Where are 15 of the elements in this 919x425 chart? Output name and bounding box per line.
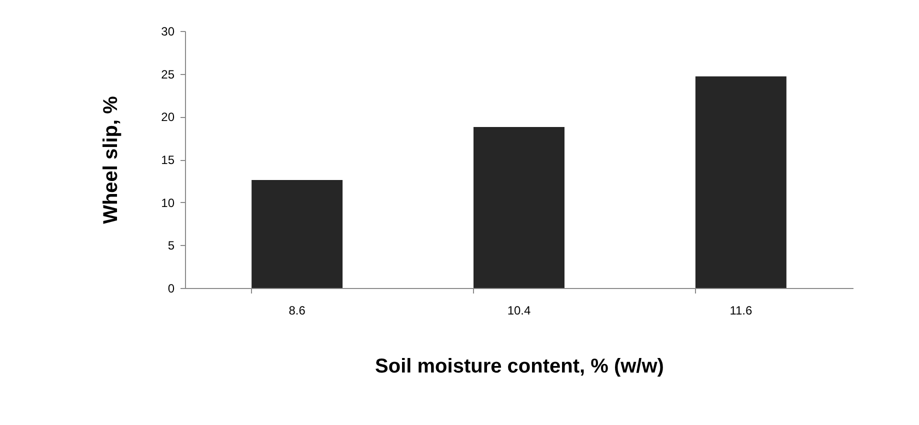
x-axis-title: Soil moisture content, % (w/w) xyxy=(375,356,664,378)
y-tick-label: 0 xyxy=(168,282,175,296)
y-tick-label: 25 xyxy=(161,67,175,82)
y-tick-label: 10 xyxy=(161,196,175,210)
x-tick-label: 10.4 xyxy=(507,304,531,318)
bar xyxy=(252,180,343,288)
y-tick-label: 15 xyxy=(161,153,175,167)
x-tick-label: 8.6 xyxy=(288,304,306,318)
y-axis-title: Wheel slip, % xyxy=(100,96,122,224)
y-tick-label: 20 xyxy=(161,110,175,124)
y-tick-label: 30 xyxy=(161,24,175,38)
bar xyxy=(695,76,786,288)
bar xyxy=(474,126,564,288)
x-tick-label: 11.6 xyxy=(730,304,752,318)
y-tick-label: 5 xyxy=(168,238,175,253)
